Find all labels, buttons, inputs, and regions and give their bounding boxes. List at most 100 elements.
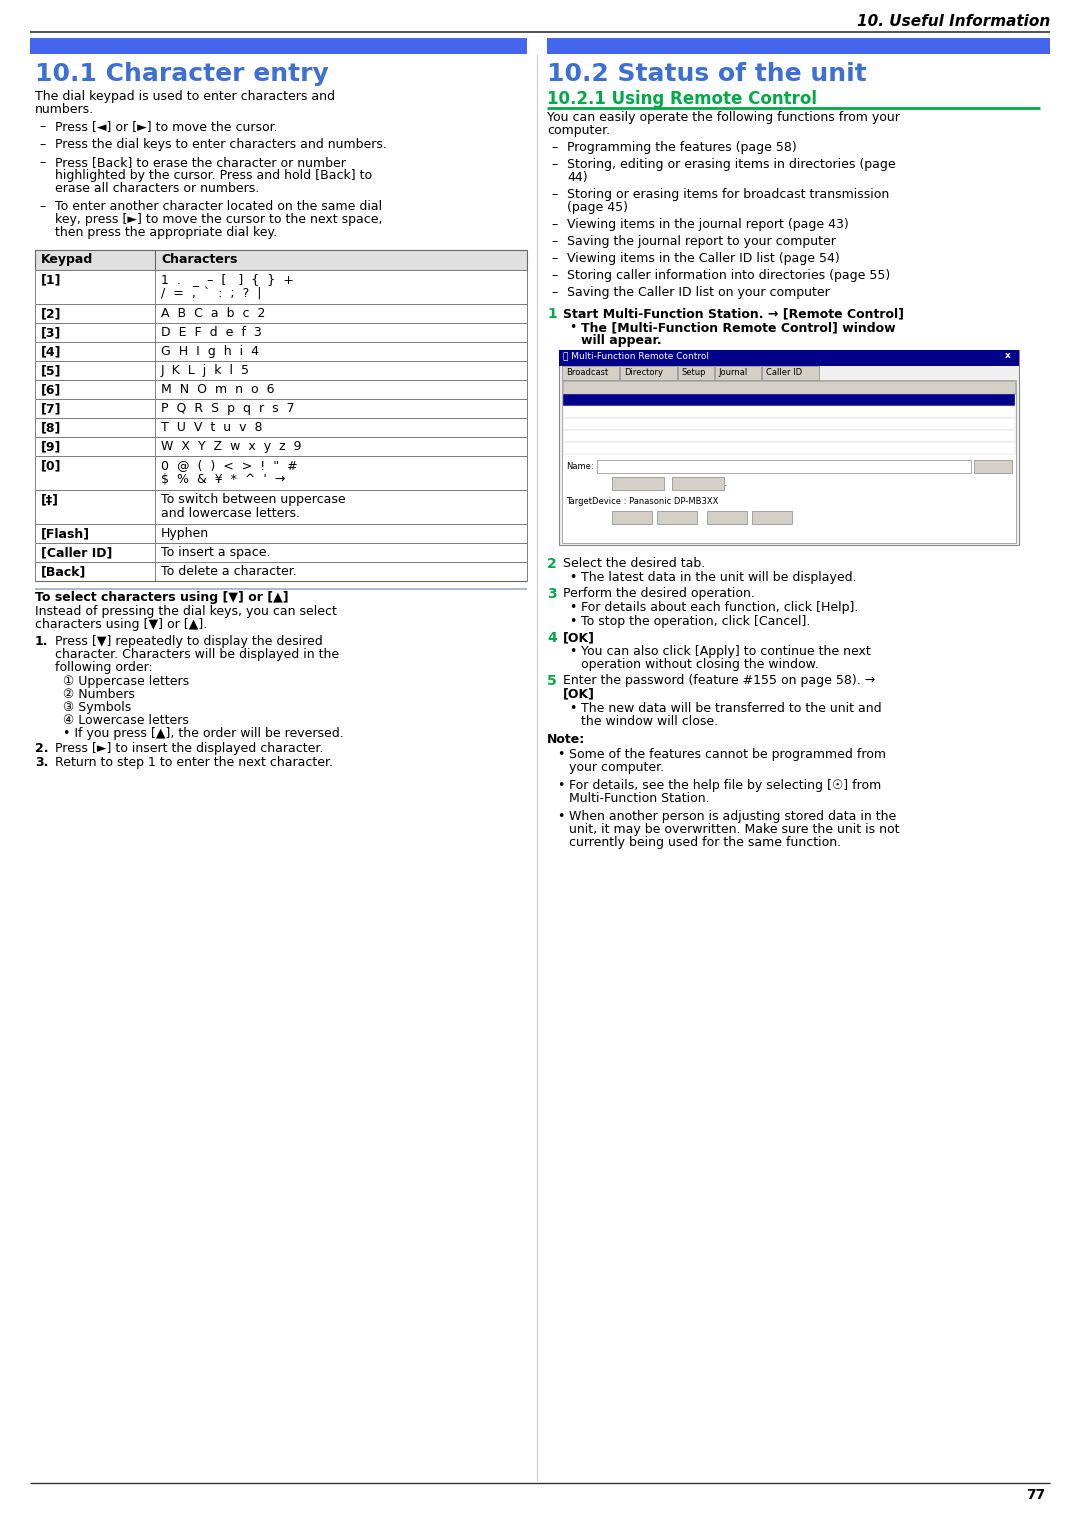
Bar: [559, 349, 1020, 366]
Text: Help: Help: [760, 513, 780, 522]
Text: following order:: following order:: [55, 661, 152, 674]
Text: key, press [►] to move the cursor to the next space,: key, press [►] to move the cursor to the…: [55, 214, 382, 226]
Text: Storing caller information into directories (page 55): Storing caller information into director…: [567, 269, 890, 282]
Text: When another person is adjusting stored data in the: When another person is adjusting stored …: [569, 810, 896, 823]
Text: Caller ID: Caller ID: [766, 368, 802, 377]
Text: Directory: Directory: [624, 368, 663, 377]
Text: Note:: Note:: [546, 732, 585, 746]
Text: M  N  O  m  n  o  6: M N O m n o 6: [161, 383, 274, 397]
Text: –: –: [551, 252, 557, 266]
Text: [‡]: [‡]: [41, 493, 59, 507]
Text: Press [◄] or [►] to move the cursor.: Press [◄] or [►] to move the cursor.: [55, 121, 278, 133]
Text: –: –: [39, 200, 45, 214]
Text: •: •: [569, 601, 577, 613]
Text: erase all characters or numbers.: erase all characters or numbers.: [55, 182, 259, 195]
Text: The dial keypad is used to enter characters and: The dial keypad is used to enter charact…: [35, 90, 335, 102]
Text: Press [►] to insert the displayed character.: Press [►] to insert the displayed charac…: [55, 742, 323, 755]
Text: G  H  I  g  h  i  4: G H I g h i 4: [161, 345, 259, 359]
Bar: [35, 456, 527, 490]
Text: will appear.: will appear.: [581, 334, 662, 346]
Text: 10.2 Status of the unit: 10.2 Status of the unit: [546, 63, 867, 85]
Text: •: •: [569, 645, 577, 658]
Text: 10.1 Character entry: 10.1 Character entry: [35, 63, 328, 85]
Bar: [563, 382, 1015, 394]
Text: To delete a character.: To delete a character.: [161, 565, 297, 578]
Text: 5: 5: [565, 443, 570, 452]
Text: <Broadcast1>: <Broadcast1>: [600, 462, 661, 472]
Bar: [35, 543, 527, 562]
Bar: [563, 406, 1015, 418]
Text: (page 45): (page 45): [567, 201, 627, 214]
Text: –: –: [551, 188, 557, 201]
Text: Enter the password (feature #155 on page 58). →: Enter the password (feature #155 on page…: [563, 674, 875, 687]
Text: <Broadcast3>: <Broadcast3>: [590, 420, 651, 427]
Bar: [35, 436, 527, 456]
Text: For details about each function, click [Help].: For details about each function, click […: [581, 601, 859, 613]
Text: ② Numbers: ② Numbers: [63, 688, 135, 700]
Text: [Back]: [Back]: [41, 565, 86, 578]
Text: [5]: [5]: [41, 365, 62, 377]
Text: Multi-Function Station.: Multi-Function Station.: [569, 792, 710, 806]
Bar: [35, 523, 527, 543]
Text: Cancel: Cancel: [665, 513, 693, 522]
Text: ④ Lowercase letters: ④ Lowercase letters: [63, 714, 189, 726]
Text: –: –: [551, 159, 557, 171]
Text: ① Uppercase letters: ① Uppercase letters: [63, 674, 189, 688]
Text: [2]: [2]: [41, 307, 62, 320]
Bar: [35, 270, 527, 304]
Text: Press [Back] to erase the character or number: Press [Back] to erase the character or n…: [55, 156, 346, 169]
Text: [3]: [3]: [41, 327, 62, 339]
Text: –: –: [551, 285, 557, 299]
Text: Setup: Setup: [681, 368, 706, 377]
Text: currently being used for the same function.: currently being used for the same functi…: [569, 836, 841, 848]
Text: <Broadcast1>: <Broadcast1>: [590, 395, 651, 404]
Text: [0]: [0]: [41, 459, 62, 472]
Text: 77: 77: [1026, 1488, 1045, 1502]
Text: Saving the Caller ID list on your computer: Saving the Caller ID list on your comput…: [567, 285, 829, 299]
Text: Storing or erasing items for broadcast transmission: Storing or erasing items for broadcast t…: [567, 188, 889, 201]
Bar: [715, 366, 761, 380]
Text: $  %  &  ¥  *  ^  '  →: $ % & ¥ * ^ ' →: [161, 473, 285, 485]
Text: 2.: 2.: [35, 742, 49, 755]
Text: –: –: [39, 137, 45, 151]
Text: 1  .   _  –  [   ]  {  }  +: 1 . _ – [ ] { } +: [161, 273, 294, 285]
Bar: [35, 324, 527, 342]
Text: Press the dial keys to enter characters and numbers.: Press the dial keys to enter characters …: [55, 137, 387, 151]
Text: •: •: [569, 702, 577, 716]
Text: •: •: [569, 615, 577, 629]
Bar: [563, 394, 1015, 406]
Text: Broadcast: Broadcast: [566, 368, 608, 377]
Text: [8]: [8]: [41, 421, 62, 433]
Text: 3: 3: [565, 420, 570, 427]
Text: [OK]: [OK]: [563, 687, 595, 700]
Text: •: •: [557, 810, 565, 823]
Text: then press the appropriate dial key.: then press the appropriate dial key.: [55, 226, 278, 240]
Text: To switch between uppercase: To switch between uppercase: [161, 493, 346, 507]
Text: <Broadcast5>: <Broadcast5>: [590, 443, 651, 452]
Text: You can also click [Apply] to continue the next: You can also click [Apply] to continue t…: [581, 645, 870, 658]
Bar: [35, 250, 527, 270]
Text: J  K  L  j  k  l  5: J K L j k l 5: [161, 365, 249, 377]
Text: and lowercase letters.: and lowercase letters.: [161, 507, 300, 520]
Text: T  U  V  t  u  v  8: T U V t u v 8: [161, 421, 262, 433]
Text: For details, see the help file by selecting [☉] from: For details, see the help file by select…: [569, 778, 881, 792]
Text: Perform the desired operation.: Perform the desired operation.: [563, 588, 755, 600]
Text: 10.2.1 Using Remote Control: 10.2.1 Using Remote Control: [546, 90, 816, 108]
Text: character. Characters will be displayed in the: character. Characters will be displayed …: [55, 649, 339, 661]
Text: To enter another character located on the same dial: To enter another character located on th…: [55, 200, 382, 214]
Text: –: –: [39, 156, 45, 169]
Bar: [657, 511, 697, 523]
Bar: [597, 459, 971, 473]
Text: Tel.No.: Tel.No.: [710, 382, 738, 391]
Text: Viewing items in the Caller ID list (page 54): Viewing items in the Caller ID list (pag…: [567, 252, 840, 266]
Text: <Broadcast4>: <Broadcast4>: [590, 430, 651, 439]
Text: •: •: [557, 778, 565, 792]
Bar: [677, 366, 714, 380]
Text: Some of the features cannot be programmed from: Some of the features cannot be programme…: [569, 748, 886, 761]
Text: Viewing items in the journal report (page 43): Viewing items in the journal report (pag…: [567, 218, 849, 230]
Text: 2: 2: [565, 407, 570, 417]
Text: Delete: Delete: [617, 479, 645, 488]
Text: 3: 3: [546, 588, 556, 601]
Text: To select characters using [▼] or [▲]: To select characters using [▼] or [▲]: [35, 591, 288, 604]
Bar: [30, 38, 527, 53]
